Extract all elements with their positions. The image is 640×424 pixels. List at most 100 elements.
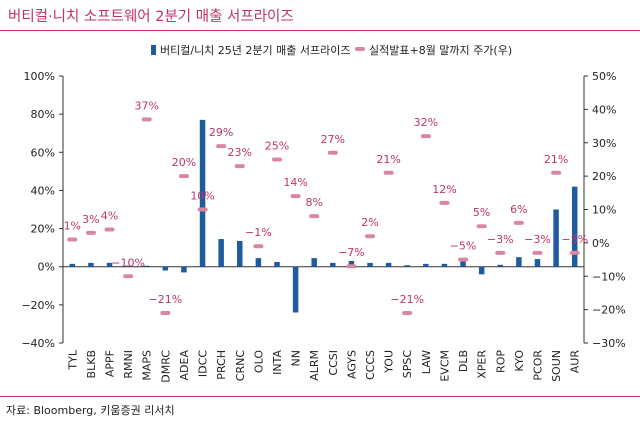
marker-xper <box>476 224 487 229</box>
bar-tyl <box>69 263 76 267</box>
marker-blkb <box>85 230 96 235</box>
marker-kyo <box>513 220 524 225</box>
bar-kyo <box>516 257 522 267</box>
marker-label: 20% <box>172 156 196 169</box>
marker-evcm <box>439 200 450 205</box>
marker-label: 6% <box>510 203 527 216</box>
left-tick-label: 40% <box>31 184 55 197</box>
left-tick-label: 100% <box>24 70 55 83</box>
category-label: INTA <box>271 350 284 375</box>
left-tick-label: 80% <box>31 108 55 121</box>
bar-appf <box>106 262 113 267</box>
category-label: AGYS <box>345 350 358 379</box>
left-tick-label: 60% <box>31 146 55 159</box>
marker-label: 21% <box>376 153 400 166</box>
marker-adea <box>178 174 189 179</box>
marker-label: 2% <box>361 216 378 229</box>
bar-xper <box>478 266 485 275</box>
category-label: CCSI <box>327 350 340 376</box>
marker-label: 23% <box>228 146 252 159</box>
category-label: APPF <box>104 350 117 377</box>
bar-aur <box>571 186 578 267</box>
bar-olo <box>255 258 262 267</box>
marker-label: −5% <box>450 240 477 253</box>
category-label: CRNC <box>234 350 247 382</box>
marker-agys <box>346 264 357 269</box>
title-divider <box>0 30 640 31</box>
marker-label: −3% <box>487 233 514 246</box>
category-label: TYL <box>66 349 79 370</box>
category-label: DLB <box>457 350 470 372</box>
category-label: MAPS <box>141 350 154 381</box>
category-label: SOUN <box>550 350 563 382</box>
bar-prch <box>218 239 224 267</box>
marker-label: 25% <box>265 139 289 152</box>
right-tick-label: 40% <box>592 103 616 116</box>
category-label: BLKB <box>85 350 98 378</box>
marker-rop <box>495 250 506 255</box>
marker-label: −10% <box>111 256 145 269</box>
left-tick-label: −20% <box>21 299 55 312</box>
bar-alrm <box>311 258 317 267</box>
category-label: LAW <box>420 350 433 374</box>
category-label: AUR <box>569 350 582 374</box>
marker-label: 32% <box>414 116 438 129</box>
chart-title: 버티컬·니치 소프트웨어 2분기 매출 서프라이즈 <box>8 9 294 25</box>
category-label: ALRM <box>308 350 321 381</box>
right-tick-label: −30% <box>592 337 626 350</box>
source-note: 자료: Bloomberg, 키움증권 리서치 <box>6 404 175 417</box>
bar-spsc <box>404 265 410 267</box>
marker-you <box>383 170 394 175</box>
category-label: KYO <box>513 350 526 372</box>
bar-idcc <box>199 119 206 267</box>
marker-label: 4% <box>101 210 118 223</box>
marker-dlb <box>458 257 469 262</box>
marker-aur <box>569 250 580 255</box>
marker-label: −21% <box>390 293 424 306</box>
marker-label: 1% <box>64 220 81 233</box>
marker-label: 29% <box>209 126 233 139</box>
category-label: IDCC <box>197 350 210 377</box>
bar-crnc <box>237 240 243 267</box>
bar-cccs <box>367 262 373 267</box>
marker-idcc <box>197 207 208 212</box>
bar-nn <box>292 266 299 313</box>
category-label: CCCS <box>364 350 377 380</box>
category-label: PRCH <box>215 350 228 380</box>
bar-blkb <box>88 262 94 267</box>
marker-pcor <box>532 250 543 255</box>
marker-appf <box>104 227 115 232</box>
right-tick-label: −10% <box>592 270 626 283</box>
marker-label: 27% <box>321 133 345 146</box>
category-label: EVCM <box>438 350 451 382</box>
bar-pcor <box>534 259 541 267</box>
marker-label: −3% <box>561 233 588 246</box>
marker-label: 5% <box>473 206 490 219</box>
category-label: SPSC <box>401 350 414 379</box>
bar-adea <box>181 266 187 273</box>
category-label: DMRC <box>159 350 172 383</box>
marker-label: −7% <box>338 246 365 259</box>
category-label: OLO <box>252 350 265 373</box>
marker-label: −3% <box>524 233 551 246</box>
right-tick-label: 50% <box>592 70 616 83</box>
footer-divider <box>0 396 640 397</box>
marker-label: 10% <box>190 190 214 203</box>
marker-cccs <box>365 234 376 239</box>
marker-law <box>420 134 431 139</box>
left-tick-label: 20% <box>31 223 55 236</box>
marker-spsc <box>402 310 413 315</box>
left-tick-label: 0% <box>38 261 55 274</box>
legend-marker-swatch <box>355 47 365 51</box>
marker-maps <box>141 117 152 122</box>
marker-rmni <box>123 274 134 279</box>
category-label: ROP <box>494 350 507 373</box>
marker-label: 8% <box>305 196 322 209</box>
bar-rop <box>497 264 504 267</box>
bar-you <box>385 262 392 267</box>
category-label: ADEA <box>178 350 191 381</box>
bar-ccsi <box>330 262 336 267</box>
bar-rmni <box>125 265 131 267</box>
category-label: YOU <box>383 350 396 374</box>
